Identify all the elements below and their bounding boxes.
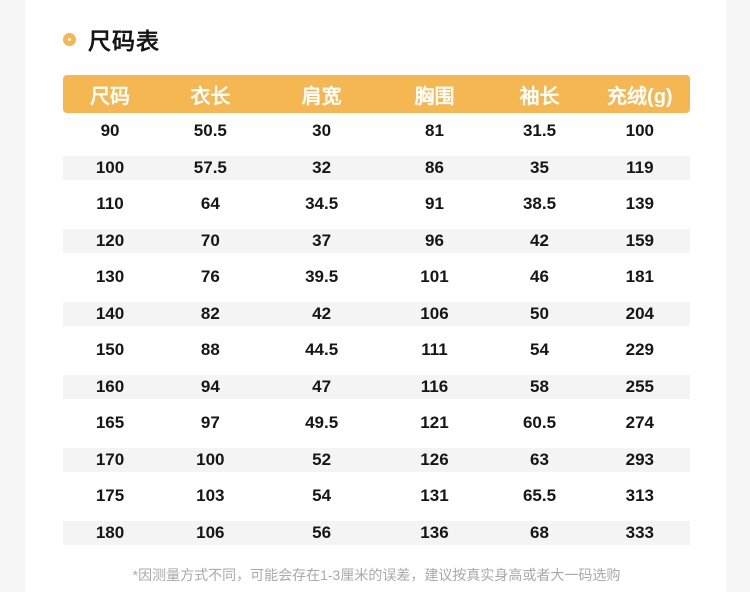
table-row: 160 94 47 116 58 255 [63,369,690,406]
table-cell: 39.5 [305,267,339,287]
table-cell: 175 [95,486,125,506]
table-cell: 103 [196,486,225,506]
table-cell: 90 [100,121,120,141]
table-cell: 65.5 [522,486,557,506]
table-cell: 101 [420,267,449,287]
table-cell: 111 [421,340,448,360]
table-cell: 32 [263,150,380,187]
table-cell: 229 [625,340,654,360]
table-cell: 181 [625,267,654,287]
size-table: 尺码 衣长 肩宽 胸围 袖长 充绒(g) 90 50.5 30 81 31.5 100 100 57.5… [63,75,690,551]
table-cell: 140 [63,296,158,333]
table-cell: 42 [263,296,380,333]
column-header: 尺码 [63,75,158,113]
table-cell: 30 [312,121,332,141]
table-cell: 160 [63,369,158,406]
section-title: 尺码表 [88,28,160,54]
table-cell: 100 [157,442,264,479]
table-row: 150 88 44.5 111 54 229 [63,332,690,369]
table-cell: 86 [379,150,490,187]
table-cell: 204 [589,296,690,333]
table-cell: 50.5 [193,121,227,141]
table-cell: 38.5 [522,194,557,214]
table-cell: 44.5 [305,340,339,360]
table-cell: 35 [489,150,590,187]
table-cell: 150 [95,340,125,360]
table-row: 110 64 34.5 91 38.5 139 [63,186,690,223]
table-cell: 170 [63,442,158,479]
table-row: 100 57.5 32 86 35 119 [63,150,690,187]
table-row: 130 76 39.5 101 46 181 [63,259,690,296]
table-cell: 49.5 [305,413,339,433]
table-cell: 81 [425,121,444,141]
table-cell: 119 [589,150,690,187]
table-cell: 60.5 [522,413,557,433]
table-cell: 116 [379,369,490,406]
table-cell: 139 [625,194,654,214]
table-row: 175 103 54 131 65.5 313 [63,478,690,515]
table-cell: 313 [625,486,654,506]
table-cell: 130 [95,267,125,287]
table-cell: 34.5 [305,194,339,214]
column-header: 胸围 [379,75,490,113]
table-cell: 37 [263,223,380,260]
table-cell: 136 [379,515,490,552]
table-cell: 100 [625,121,654,141]
table-cell: 96 [379,223,490,260]
size-chart-section: 尺码表 尺码 衣长 肩宽 胸围 袖长 充绒(g) 90 50.5 30 81 31.5 100 100… [25,0,726,592]
column-header: 肩宽 [263,75,380,113]
table-cell: 52 [263,442,380,479]
table-cell: 293 [589,442,690,479]
table-cell: 64 [200,194,220,214]
table-cell: 106 [379,296,490,333]
table-cell: 70 [157,223,264,260]
table-cell: 42 [489,223,590,260]
table-cell: 76 [200,267,220,287]
table-cell: 54 [312,486,332,506]
table-cell: 68 [489,515,590,552]
table-cell: 274 [625,413,654,433]
table-row: 120 70 37 96 42 159 [63,223,690,260]
table-cell: 82 [157,296,264,333]
table-header-row: 尺码 衣长 肩宽 胸围 袖长 充绒(g) [63,75,690,113]
table-cell: 31.5 [522,121,557,141]
table-cell: 58 [489,369,590,406]
section-header: 尺码表 [63,26,726,54]
table-cell: 159 [589,223,690,260]
table-cell: 100 [63,150,158,187]
table-cell: 57.5 [157,150,264,187]
table-cell: 56 [263,515,380,552]
column-header: 袖长 [489,75,590,113]
table-cell: 46 [530,267,549,287]
orange-ring-icon [63,32,76,46]
table-cell: 165 [95,413,125,433]
table-row: 165 97 49.5 121 60.5 274 [63,405,690,442]
table-cell: 106 [157,515,264,552]
table-cell: 97 [200,413,220,433]
table-cell: 131 [420,486,449,506]
table-cell: 91 [425,194,444,214]
column-header: 充绒(g) [589,75,690,113]
table-cell: 54 [530,340,549,360]
table-row: 140 82 42 106 50 204 [63,296,690,333]
table-cell: 126 [379,442,490,479]
table-cell: 333 [589,515,690,552]
table-cell: 110 [96,194,124,214]
table-cell: 120 [63,223,158,260]
table-cell: 255 [589,369,690,406]
table-cell: 63 [489,442,590,479]
table-cell: 180 [63,515,158,552]
column-header: 衣长 [157,75,264,113]
table-cell: 88 [200,340,220,360]
table-cell: 50 [489,296,590,333]
table-cell: 94 [157,369,264,406]
table-cell: 47 [263,369,380,406]
table-cell: 121 [420,413,449,433]
table-row: 170 100 52 126 63 293 [63,442,690,479]
measurement-note: *因测量方式不同，可能会存在1-3厘米的误差，建议按真实身高或者大一码选购 [132,567,621,583]
table-row: 90 50.5 30 81 31.5 100 [63,113,690,150]
table-row: 180 106 56 136 68 333 [63,515,690,552]
